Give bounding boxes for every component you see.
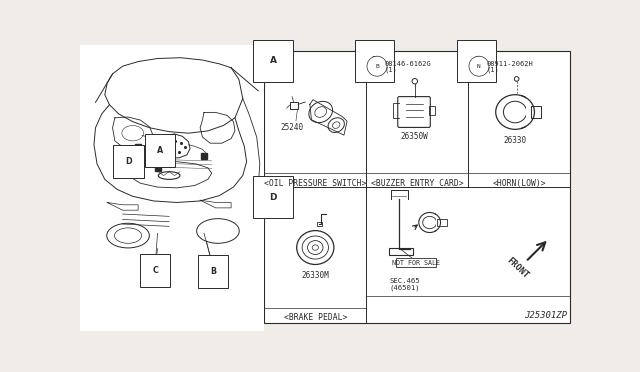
Text: 08911-2062H: 08911-2062H bbox=[486, 61, 534, 67]
Bar bbox=[531, 106, 541, 118]
Bar bbox=[429, 106, 435, 115]
Text: 25240: 25240 bbox=[280, 123, 303, 132]
Bar bbox=[264, 51, 570, 323]
Text: J25301ZP: J25301ZP bbox=[524, 311, 566, 320]
Text: NOT FOR SALE: NOT FOR SALE bbox=[392, 260, 440, 266]
Bar bbox=[389, 248, 413, 255]
Text: SEC.465: SEC.465 bbox=[390, 278, 420, 284]
Text: <BRAKE PEDAL>: <BRAKE PEDAL> bbox=[284, 313, 347, 322]
Text: A: A bbox=[157, 147, 163, 155]
Text: B: B bbox=[371, 56, 378, 65]
Text: D: D bbox=[269, 193, 276, 202]
Text: <OIL PRESSURE SWITCH>: <OIL PRESSURE SWITCH> bbox=[264, 179, 367, 188]
Bar bbox=[436, 212, 451, 233]
Bar bbox=[80, 45, 264, 331]
Bar bbox=[264, 51, 570, 323]
Text: <HORN(LOW)>: <HORN(LOW)> bbox=[492, 179, 546, 188]
Text: D: D bbox=[125, 157, 132, 166]
Bar bbox=[290, 102, 298, 109]
Bar bbox=[396, 258, 436, 267]
Bar bbox=[437, 219, 447, 226]
Text: <BUZZER ENTRY CARD>: <BUZZER ENTRY CARD> bbox=[371, 179, 463, 188]
Text: A: A bbox=[269, 56, 276, 65]
Text: 26350W: 26350W bbox=[401, 132, 429, 141]
Text: 26330M: 26330M bbox=[301, 272, 329, 280]
Bar bbox=[317, 222, 323, 226]
Text: B: B bbox=[210, 267, 216, 276]
Text: 26330: 26330 bbox=[504, 136, 527, 145]
Text: C: C bbox=[474, 56, 480, 65]
Text: FRONT: FRONT bbox=[505, 256, 531, 280]
Text: N: N bbox=[477, 64, 481, 69]
Text: (1): (1) bbox=[385, 67, 397, 73]
Text: C: C bbox=[152, 266, 158, 275]
Text: (1): (1) bbox=[486, 67, 499, 73]
Text: B: B bbox=[375, 64, 379, 69]
Text: (46501): (46501) bbox=[390, 284, 420, 291]
Bar bbox=[526, 93, 557, 135]
Text: 08146-6162G: 08146-6162G bbox=[385, 61, 431, 67]
